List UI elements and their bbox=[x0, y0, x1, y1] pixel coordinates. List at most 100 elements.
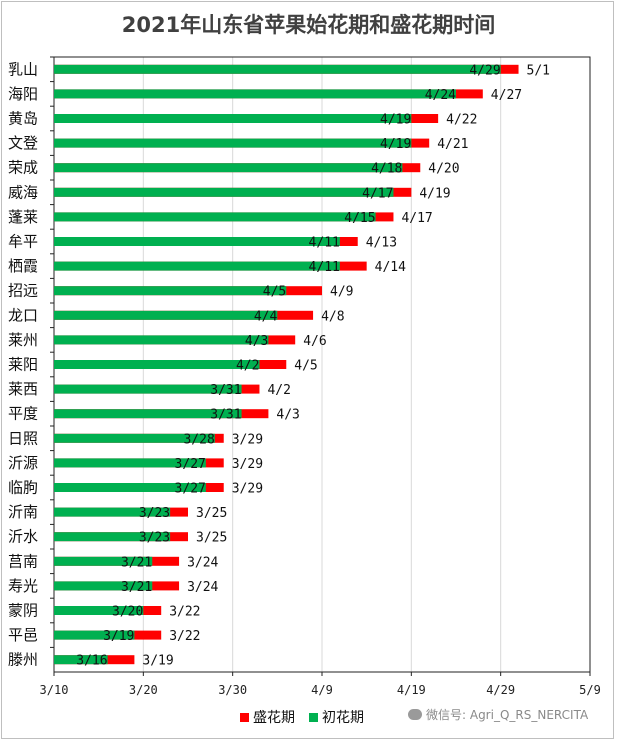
category-label: 滕州 bbox=[8, 651, 38, 669]
bar-initial bbox=[54, 630, 135, 640]
category-label: 莱西 bbox=[8, 380, 38, 398]
data-label-initial: 4/4 bbox=[254, 309, 278, 324]
data-label-initial: 3/23 bbox=[139, 531, 170, 546]
data-label-peak: 4/2 bbox=[267, 383, 290, 398]
bar-initial bbox=[54, 64, 501, 74]
data-label-peak: 3/24 bbox=[187, 555, 218, 570]
legend-swatch-peak bbox=[240, 712, 249, 722]
data-label-peak: 3/29 bbox=[232, 482, 263, 497]
category-label: 沂南 bbox=[8, 503, 38, 521]
data-label-peak: 4/5 bbox=[294, 359, 317, 374]
category-label: 威海 bbox=[8, 183, 38, 201]
category-label: 蓬莱 bbox=[8, 208, 38, 226]
legend-item-peak: 盛花期 bbox=[240, 707, 295, 727]
data-label-initial: 4/19 bbox=[380, 137, 411, 152]
data-label-initial: 4/19 bbox=[380, 113, 411, 128]
category-label: 平度 bbox=[8, 405, 38, 423]
bar-initial bbox=[54, 433, 215, 443]
bar-initial bbox=[54, 261, 340, 271]
bar-initial bbox=[54, 384, 242, 394]
bar-initial bbox=[54, 212, 376, 222]
category-label: 莱州 bbox=[8, 331, 38, 349]
bar-initial bbox=[54, 606, 144, 615]
data-label-initial: 3/28 bbox=[183, 432, 214, 447]
category-label: 牟平 bbox=[8, 233, 38, 251]
category-label: 沂源 bbox=[8, 454, 38, 472]
data-label-initial: 3/23 bbox=[139, 506, 170, 521]
category-label: 荣成 bbox=[8, 159, 38, 177]
data-label-initial: 4/18 bbox=[371, 162, 402, 177]
data-label-initial: 4/29 bbox=[469, 63, 500, 78]
category-label: 平邑 bbox=[8, 626, 38, 644]
bar-initial bbox=[54, 310, 278, 320]
data-label-peak: 3/25 bbox=[196, 531, 227, 546]
bar-initial bbox=[54, 138, 412, 148]
data-label-initial: 3/16 bbox=[76, 654, 107, 669]
data-label-initial: 3/21 bbox=[121, 580, 152, 595]
data-label-initial: 3/27 bbox=[175, 457, 206, 472]
category-label: 招远 bbox=[8, 282, 38, 300]
legend-swatch-initial bbox=[309, 712, 318, 722]
data-label-peak: 3/22 bbox=[169, 629, 200, 644]
watermark-text: 微信号: Agri_Q_RS_NERCITA bbox=[426, 708, 589, 722]
x-tick-label: 3/30 bbox=[218, 683, 247, 697]
x-tick-label: 4/19 bbox=[397, 683, 426, 697]
data-label-initial: 3/19 bbox=[103, 629, 134, 644]
category-label: 海阳 bbox=[8, 85, 38, 103]
bar-initial bbox=[54, 114, 412, 123]
category-label: 栖霞 bbox=[8, 257, 38, 275]
data-label-initial: 3/20 bbox=[112, 605, 143, 620]
data-label-peak: 4/22 bbox=[446, 113, 477, 128]
data-label-initial: 3/31 bbox=[210, 383, 241, 398]
bar-initial bbox=[54, 532, 171, 542]
bar-initial bbox=[54, 360, 260, 369]
category-label: 沂水 bbox=[8, 528, 38, 546]
legend-item-initial: 初花期 bbox=[309, 707, 364, 727]
data-label-initial: 4/24 bbox=[425, 88, 456, 103]
data-label-peak: 4/19 bbox=[419, 186, 450, 201]
x-tick-label: 4/9 bbox=[311, 683, 333, 697]
data-label-peak: 3/25 bbox=[196, 506, 227, 521]
data-label-peak: 4/27 bbox=[491, 88, 522, 103]
data-label-initial: 4/11 bbox=[309, 260, 340, 275]
category-label: 黄岛 bbox=[8, 110, 38, 128]
bar-initial bbox=[54, 458, 206, 468]
bar-initial bbox=[54, 556, 153, 566]
bar-initial bbox=[54, 409, 242, 419]
category-label: 莱阳 bbox=[8, 356, 38, 374]
category-label: 乳山 bbox=[8, 60, 38, 78]
data-label-initial: 4/17 bbox=[362, 186, 393, 201]
data-label-peak: 3/29 bbox=[232, 432, 263, 447]
data-label-peak: 3/22 bbox=[169, 605, 200, 620]
bar-initial bbox=[54, 163, 403, 173]
watermark: 微信号: Agri_Q_RS_NERCITA bbox=[408, 706, 588, 723]
data-label-peak: 4/9 bbox=[330, 285, 353, 300]
data-label-peak: 4/21 bbox=[437, 137, 468, 152]
data-label-peak: 3/24 bbox=[187, 580, 218, 595]
data-label-initial: 4/11 bbox=[309, 236, 340, 251]
data-label-peak: 4/17 bbox=[401, 211, 432, 226]
data-label-peak: 4/8 bbox=[321, 309, 344, 324]
data-label-peak: 4/20 bbox=[428, 162, 459, 177]
data-label-peak: 4/6 bbox=[303, 334, 326, 349]
data-label-peak: 4/3 bbox=[276, 408, 299, 423]
x-tick-label: 3/10 bbox=[40, 683, 69, 697]
wechat-icon bbox=[408, 709, 422, 720]
x-tick-label: 4/29 bbox=[486, 683, 515, 697]
bar-initial bbox=[54, 335, 269, 345]
category-label: 寿光 bbox=[8, 577, 38, 595]
data-label-initial: 4/5 bbox=[263, 285, 286, 300]
category-label: 蒙阴 bbox=[8, 602, 38, 620]
legend-label-initial: 初花期 bbox=[322, 710, 364, 726]
bar-initial bbox=[54, 483, 206, 492]
data-label-initial: 3/21 bbox=[121, 555, 152, 570]
data-label-peak: 5/1 bbox=[527, 63, 550, 78]
data-label-initial: 4/3 bbox=[245, 334, 268, 349]
data-label-peak: 4/13 bbox=[366, 236, 397, 251]
legend-label-peak: 盛花期 bbox=[253, 710, 295, 726]
bar-initial bbox=[54, 655, 108, 665]
data-label-peak: 4/14 bbox=[375, 260, 406, 275]
chart-title: 2021年山东省苹果始花期和盛花期时间 bbox=[121, 13, 496, 37]
